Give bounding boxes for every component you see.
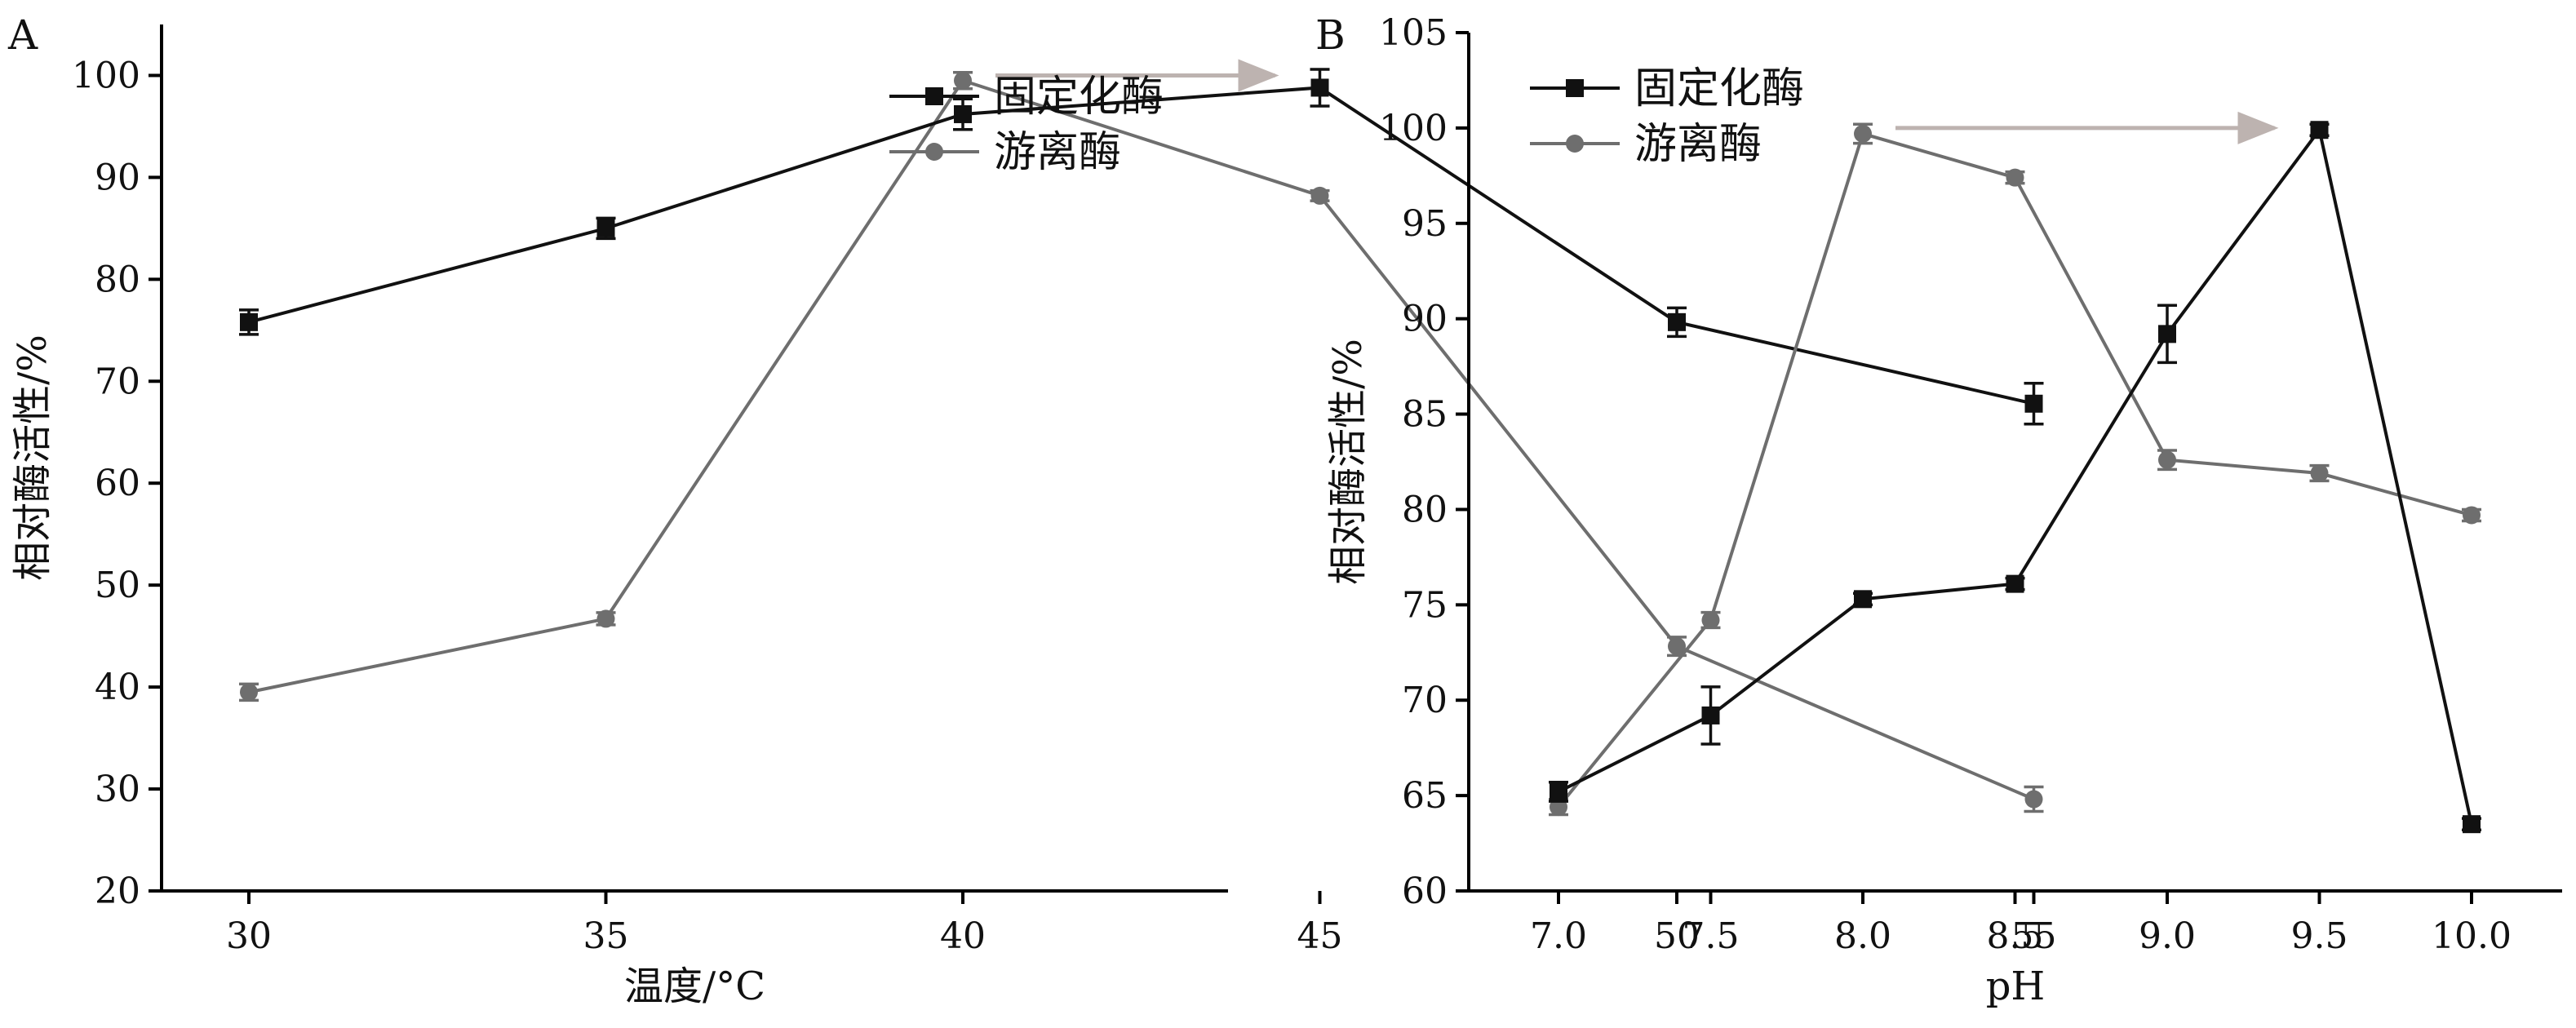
data-point: [1310, 186, 1329, 205]
legend-marker: [1566, 135, 1584, 153]
legend-label: 固定化酶: [994, 73, 1164, 122]
axes: 60 65 70 75 80 85 90 95 100 105 7.0 7.5 8.0 8.5 9.0 9.5…: [1379, 12, 2562, 957]
x-tick-label: 10.0: [2432, 915, 2512, 957]
x-tick-label: 9.0: [2139, 915, 2196, 957]
data-point: [2006, 574, 2024, 593]
y-tick-label: 105: [1379, 12, 1448, 54]
y-tick-label: 65: [1402, 775, 1448, 817]
series-line: [248, 78, 2035, 801]
legend-marker: [1566, 79, 1584, 97]
x-tick-label: 9.5: [2291, 915, 2348, 957]
x-tick-label: 55: [2011, 915, 2057, 957]
data-point: [2158, 450, 2176, 469]
data-point: [954, 104, 972, 123]
data-point: [1310, 78, 1329, 97]
data-point: [1668, 312, 1686, 331]
y-tick-label: 100: [72, 55, 140, 96]
data-point: [240, 312, 258, 331]
axes: 20 30 40 50 60 70 80 90 100 30 35 40 45 50 55: [72, 24, 2057, 957]
x-axis-title: pH: [1986, 964, 2046, 1009]
y-tick-label: 20: [95, 871, 140, 912]
y-tick-label: 90: [1402, 299, 1448, 340]
y-tick-label: 80: [95, 259, 140, 300]
panel-b: 60 65 70 75 80 85 90 95 100 105 7.0 7.5 8.0 8.5 9.0 9.5…: [1315, 11, 2562, 1009]
data-point: [2310, 464, 2329, 483]
data-point: [1668, 637, 1686, 656]
data-point: [596, 219, 615, 237]
y-tick-label: 60: [95, 463, 140, 504]
x-tick-label: 7.0: [1530, 915, 1587, 957]
x-tick-label: 35: [583, 915, 629, 957]
y-tick-label: 70: [95, 361, 140, 402]
series-free: [239, 70, 2044, 813]
x-tick-label: 45: [1297, 915, 1343, 957]
y-tick-label: 40: [95, 667, 140, 708]
series-immobilized: [239, 68, 2044, 426]
y-tick-label: 100: [1379, 108, 1448, 149]
legend-label: 固定化酶: [1634, 64, 1804, 113]
x-tick-label: 8.0: [1834, 915, 1891, 957]
x-axis-title: 温度/°C: [624, 964, 765, 1009]
panel-label: A: [7, 11, 38, 59]
data-point: [1701, 706, 1720, 724]
data-point: [2310, 121, 2329, 140]
y-tick-label: 85: [1402, 394, 1448, 436]
y-tick-label: 95: [1402, 203, 1448, 245]
y-axis-title: 相对酶活性/%: [10, 335, 55, 581]
y-tick-label: 30: [95, 769, 140, 810]
data-point: [1854, 124, 1872, 143]
data-point: [2024, 790, 2043, 809]
y-tick-label: 75: [1402, 584, 1448, 626]
panel-a: 20 30 40 50 60 70 80 90 100 30 35 40 45 50 55 温度/°C 相对酶活…: [7, 11, 2057, 1009]
data-point: [2463, 815, 2481, 834]
y-tick-label: 90: [95, 157, 140, 198]
data-point: [954, 71, 972, 90]
data-point: [2006, 168, 2024, 187]
data-point: [1854, 590, 1872, 609]
panel-label: B: [1315, 11, 1346, 59]
x-tick-label: 7.5: [1683, 915, 1740, 957]
data-point: [2024, 394, 2043, 413]
data-point: [1701, 611, 1720, 630]
legend-marker: [925, 143, 943, 161]
data-point: [1550, 782, 1567, 801]
y-tick-label: 60: [1402, 871, 1448, 912]
legend-label: 游离酶: [1634, 120, 1762, 169]
legend-label: 游离酶: [994, 128, 1121, 177]
data-point: [2463, 506, 2481, 525]
y-tick-label: 50: [95, 565, 140, 606]
legend-marker: [925, 87, 943, 105]
y-tick-label: 70: [1402, 680, 1448, 721]
series-line: [1557, 131, 2472, 809]
x-tick-label: 40: [940, 915, 986, 957]
data-point: [2158, 325, 2176, 343]
data-point: [240, 683, 258, 702]
series-line: [248, 86, 2034, 405]
x-tick-label: 8.5: [1987, 915, 2044, 957]
y-tick-label: 80: [1402, 489, 1448, 530]
x-tick-label: 30: [226, 915, 272, 957]
data-point: [596, 609, 615, 628]
y-axis-title: 相对酶活性/%: [1325, 339, 1371, 585]
x-tick-label: 50: [1654, 915, 1700, 957]
series-immobilized: [1549, 121, 2481, 834]
